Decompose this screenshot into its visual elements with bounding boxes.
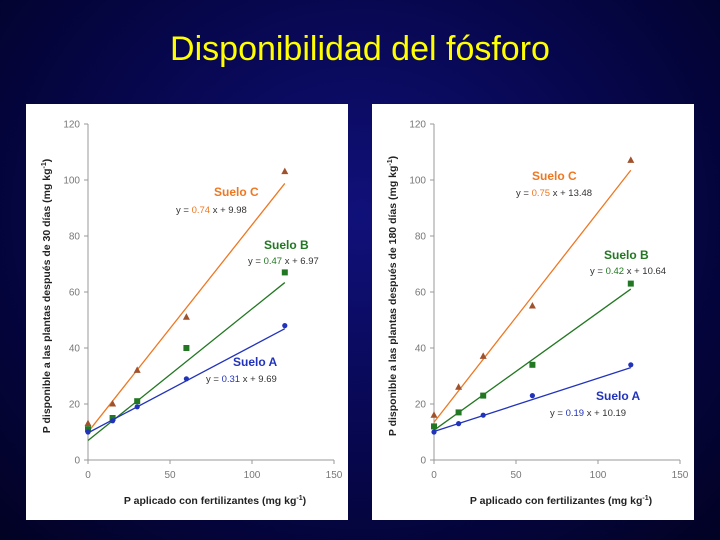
y-tick-label: 20 xyxy=(415,400,427,411)
data-point-triangle xyxy=(479,352,487,359)
trendline-suelo-b xyxy=(433,288,632,431)
y-tick-label: 40 xyxy=(415,344,427,355)
data-point-circle xyxy=(456,421,462,427)
regression-equation: y = 0.19 x + 10.19 xyxy=(550,408,626,419)
data-point-triangle xyxy=(430,411,438,418)
y-axis-title: P disponible a las plantas después de 30… xyxy=(41,159,53,433)
chart-30-days: 0 20 40 60 80 100 120 0 50 100 150 P aplicado con f… xyxy=(41,120,343,508)
data-point-triangle xyxy=(281,167,289,175)
data-point-triangle xyxy=(182,313,190,320)
data-point-circle xyxy=(529,393,535,399)
data-point-square xyxy=(529,361,536,368)
y-tick-label: 20 xyxy=(69,400,81,411)
series-label-suelo-c: Suelo C xyxy=(214,185,259,199)
series-label-suelo-b: Suelo B xyxy=(264,238,309,252)
y-tick-label: 0 xyxy=(74,456,80,467)
data-point-circle xyxy=(85,429,91,435)
y-tick-label: 100 xyxy=(409,176,426,187)
data-point-square xyxy=(480,392,487,399)
chart-panel-30-days: 0 20 40 60 80 100 120 0 50 100 150 P aplicado con f… xyxy=(26,104,348,520)
x-tick-label: 0 xyxy=(85,470,91,481)
x-tick-label: 100 xyxy=(244,470,261,481)
trendline-suelo-c xyxy=(433,169,632,423)
regression-equation: y = 0.75 x + 13.48 xyxy=(516,188,592,199)
x-axis-title: P aplicado con fertilizantes (mg kg-1) xyxy=(470,495,652,507)
x-tick-label: 50 xyxy=(510,470,522,481)
y-tick-label: 40 xyxy=(69,344,81,355)
data-point-square xyxy=(134,398,141,405)
data-point-square xyxy=(431,423,437,430)
regression-equation: y = 0.47 x + 6.97 xyxy=(248,256,319,267)
trendline-suelo-a xyxy=(433,367,632,433)
y-tick-label: 60 xyxy=(415,288,427,299)
regression-equation: y = 0.31 x + 9.69 xyxy=(206,374,277,385)
series-label-suelo-b: Suelo B xyxy=(604,248,649,262)
data-point-circle xyxy=(431,429,437,435)
data-point-triangle xyxy=(84,419,92,427)
series-label-suelo-c: Suelo C xyxy=(532,169,577,183)
data-point-square xyxy=(627,280,634,287)
y-tick-label: 0 xyxy=(420,456,426,467)
data-point-circle xyxy=(480,412,486,418)
y-tick-label: 100 xyxy=(63,176,80,187)
x-tick-label: 150 xyxy=(672,470,689,481)
chart-180-days: 0 20 40 60 80 100 120 0 50 100 150 P aplicado con f… xyxy=(387,120,689,508)
data-point-square xyxy=(281,269,288,276)
data-point-circle xyxy=(282,323,288,329)
slide-title: Disponibilidad del fósforo xyxy=(170,30,550,68)
y-tick-label: 120 xyxy=(409,120,426,131)
regression-equation: y = 0.74 x + 9.98 xyxy=(176,205,247,216)
y-tick-label: 120 xyxy=(63,120,80,131)
x-tick-label: 50 xyxy=(164,470,176,481)
data-point-triangle xyxy=(133,366,141,373)
series-label-suelo-a: Suelo A xyxy=(233,355,278,369)
data-point-circle xyxy=(628,362,634,368)
data-point-triangle xyxy=(627,156,635,163)
x-tick-label: 0 xyxy=(431,470,437,481)
series-label-suelo-a: Suelo A xyxy=(596,389,641,403)
data-point-circle xyxy=(183,376,189,382)
data-point-triangle xyxy=(455,383,463,390)
chart-panel-180-days: 0 20 40 60 80 100 120 0 50 100 150 P aplicado con f… xyxy=(372,104,694,520)
trendline-suelo-c xyxy=(87,183,286,433)
data-point-square xyxy=(109,415,116,421)
x-axis-title: P aplicado con fertilizantes (mg kg-1) xyxy=(124,495,306,507)
regression-equation: y = 0.42 x + 10.64 xyxy=(590,266,666,277)
y-axis-title: P disponible a las plantas después de 18… xyxy=(387,156,399,436)
data-point-circle xyxy=(110,418,116,424)
x-tick-label: 100 xyxy=(590,470,607,481)
data-point-triangle xyxy=(528,302,536,309)
data-point-triangle xyxy=(109,400,117,407)
x-tick-label: 150 xyxy=(326,470,343,481)
data-point-square xyxy=(85,426,91,433)
y-tick-label: 80 xyxy=(415,232,427,243)
y-tick-label: 60 xyxy=(69,288,81,299)
data-point-square xyxy=(183,345,190,351)
trendline-suelo-b xyxy=(87,282,286,441)
data-point-square xyxy=(455,409,462,416)
data-point-circle xyxy=(134,404,140,410)
y-tick-label: 80 xyxy=(69,232,81,243)
